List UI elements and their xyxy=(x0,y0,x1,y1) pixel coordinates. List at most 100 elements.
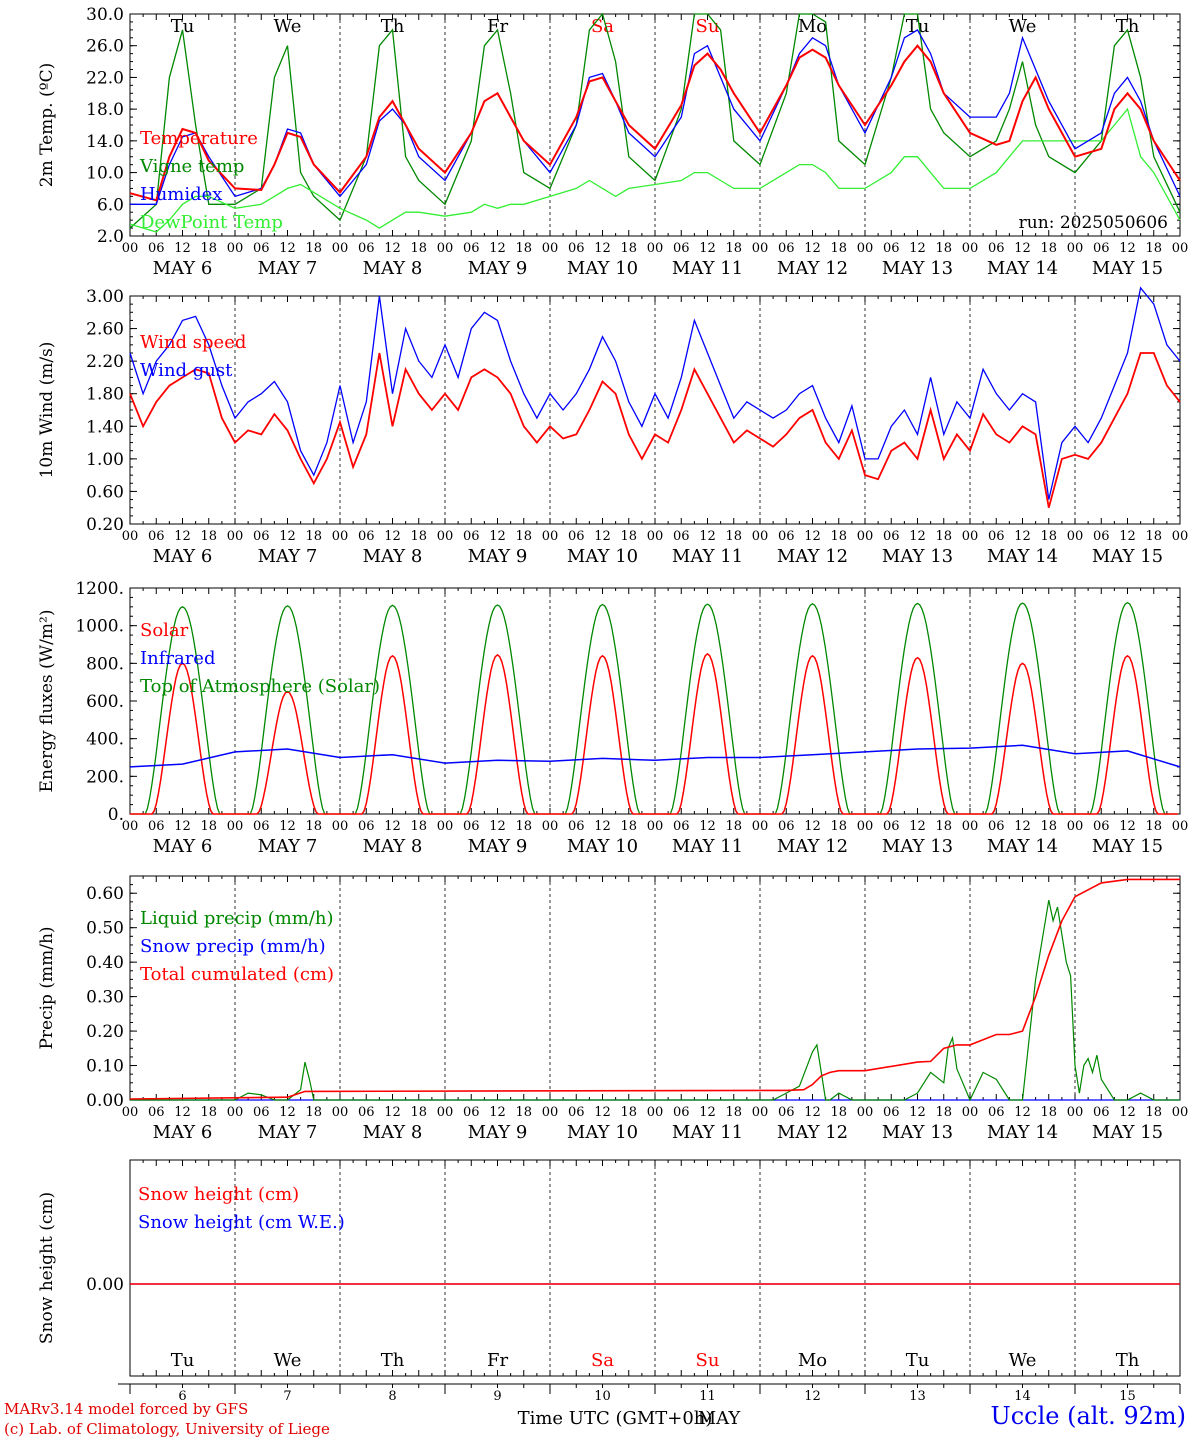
hour-tick-label: 00 xyxy=(962,1105,979,1120)
series-line-liquid-precip xyxy=(130,899,1180,1102)
y-tick-label: 2.20 xyxy=(86,352,124,372)
weekday-label: Tu xyxy=(171,1350,195,1371)
hour-tick-label: 06 xyxy=(883,241,900,256)
legend-entry: Infrared xyxy=(140,648,215,669)
y-tick-label: 0.50 xyxy=(86,919,124,939)
hour-tick-label: 18 xyxy=(830,819,847,834)
hour-tick-label: 12 xyxy=(1014,819,1031,834)
hour-tick-label: 12 xyxy=(279,529,296,544)
date-label: MAY 7 xyxy=(258,836,318,857)
weekday-label: We xyxy=(1009,16,1037,37)
date-label: MAY 12 xyxy=(777,258,848,279)
hour-tick-label: 00 xyxy=(752,1105,769,1120)
date-label: MAY 14 xyxy=(987,836,1058,857)
date-label: MAY 7 xyxy=(258,258,318,279)
hour-tick-label: 12 xyxy=(699,1105,716,1120)
weekday-label: Tu xyxy=(906,16,930,37)
hour-tick-label: 06 xyxy=(463,241,480,256)
weekday-label: Th xyxy=(1116,16,1140,37)
y-tick-label: 200. xyxy=(86,767,124,787)
hour-tick-label: 06 xyxy=(988,819,1005,834)
y-tick-label: 0.20 xyxy=(86,515,124,535)
hour-tick-label: 12 xyxy=(1119,241,1136,256)
y-tick-label: 0.60 xyxy=(86,884,124,904)
hour-tick-label: 06 xyxy=(463,819,480,834)
y-tick-label: 1.40 xyxy=(86,417,124,437)
hour-tick-label: 18 xyxy=(725,819,742,834)
hour-tick-label: 06 xyxy=(253,241,270,256)
date-label: MAY 15 xyxy=(1092,546,1163,567)
weekday-label: Th xyxy=(1116,1350,1140,1371)
hour-tick-label: 12 xyxy=(594,1105,611,1120)
hour-tick-label: 18 xyxy=(725,241,742,256)
date-label: MAY 8 xyxy=(363,546,423,567)
weekday-label: Mo xyxy=(798,1350,827,1371)
date-label: MAY 14 xyxy=(987,546,1058,567)
hour-tick-label: 18 xyxy=(725,1105,742,1120)
hour-tick-label: 00 xyxy=(647,1105,664,1120)
y-tick-label: 0. xyxy=(108,805,124,825)
hour-tick-label: 00 xyxy=(542,241,559,256)
date-label: MAY 10 xyxy=(567,836,638,857)
series-line-infrared xyxy=(129,744,1181,768)
date-label: MAY 6 xyxy=(153,258,213,279)
y-tick-label: 600. xyxy=(86,692,124,712)
hour-tick-label: 12 xyxy=(699,529,716,544)
y-axis-label: Precip (mm/h) xyxy=(37,926,57,1049)
hour-tick-label: 18 xyxy=(935,529,952,544)
hour-tick-label: 00 xyxy=(437,529,454,544)
hour-tick-label: 18 xyxy=(1040,819,1057,834)
hour-tick-label: 18 xyxy=(620,819,637,834)
station-label: Uccle (alt. 92m) xyxy=(990,1402,1186,1430)
date-label: MAY 6 xyxy=(153,546,213,567)
weekday-label: We xyxy=(274,1350,302,1371)
day-number-label: 12 xyxy=(804,1389,821,1404)
hour-tick-label: 12 xyxy=(1119,819,1136,834)
date-label: MAY 12 xyxy=(777,836,848,857)
hour-tick-label: 06 xyxy=(883,1105,900,1120)
weekday-label: Fr xyxy=(487,1350,508,1371)
hour-tick-label: 18 xyxy=(830,529,847,544)
hour-tick-label: 12 xyxy=(174,241,191,256)
hour-tick-label: 00 xyxy=(332,1105,349,1120)
hour-tick-label: 12 xyxy=(804,1105,821,1120)
date-label: MAY 14 xyxy=(987,1122,1058,1143)
hour-tick-label: 12 xyxy=(909,241,926,256)
hour-tick-label: 12 xyxy=(804,241,821,256)
date-label: MAY 15 xyxy=(1092,1122,1163,1143)
hour-tick-label: 18 xyxy=(200,529,217,544)
hour-tick-label: 12 xyxy=(699,819,716,834)
y-tick-label: 0.30 xyxy=(86,988,124,1008)
hour-tick-label: 00 xyxy=(752,529,769,544)
date-label: MAY 11 xyxy=(672,258,743,279)
hour-tick-label: 06 xyxy=(253,1105,270,1120)
hour-tick-label: 00 xyxy=(647,529,664,544)
hour-tick-label: 18 xyxy=(935,819,952,834)
hour-tick-label: 06 xyxy=(148,819,165,834)
hour-tick-label: 18 xyxy=(620,1105,637,1120)
hour-tick-label: 00 xyxy=(227,1105,244,1120)
hour-tick-label: 00 xyxy=(857,1105,874,1120)
y-tick-label: 0.60 xyxy=(86,482,124,502)
hour-tick-label: 06 xyxy=(673,241,690,256)
hour-tick-label: 00 xyxy=(542,529,559,544)
x-axis-label: Time UTC (GMT+0h) xyxy=(518,1408,713,1429)
hour-tick-label: 18 xyxy=(410,529,427,544)
series-line-wind-gust xyxy=(129,286,1181,500)
hour-tick-label: 12 xyxy=(489,819,506,834)
hour-tick-label: 18 xyxy=(620,241,637,256)
hour-tick-label: 18 xyxy=(515,819,532,834)
series-line-total-cumulated xyxy=(129,878,1180,1100)
hour-tick-label: 12 xyxy=(174,819,191,834)
hour-tick-label: 12 xyxy=(594,529,611,544)
hour-tick-label: 18 xyxy=(410,241,427,256)
hour-tick-label: 12 xyxy=(804,529,821,544)
hour-tick-label: 18 xyxy=(305,1105,322,1120)
hour-tick-label: 18 xyxy=(410,819,427,834)
hour-tick-label: 06 xyxy=(673,1105,690,1120)
series-line-dewpoint-temp xyxy=(129,107,1181,233)
hour-tick-label: 12 xyxy=(909,819,926,834)
date-label: MAY 10 xyxy=(567,546,638,567)
hour-tick-label: 00 xyxy=(122,241,139,256)
hour-tick-label: 06 xyxy=(148,241,165,256)
